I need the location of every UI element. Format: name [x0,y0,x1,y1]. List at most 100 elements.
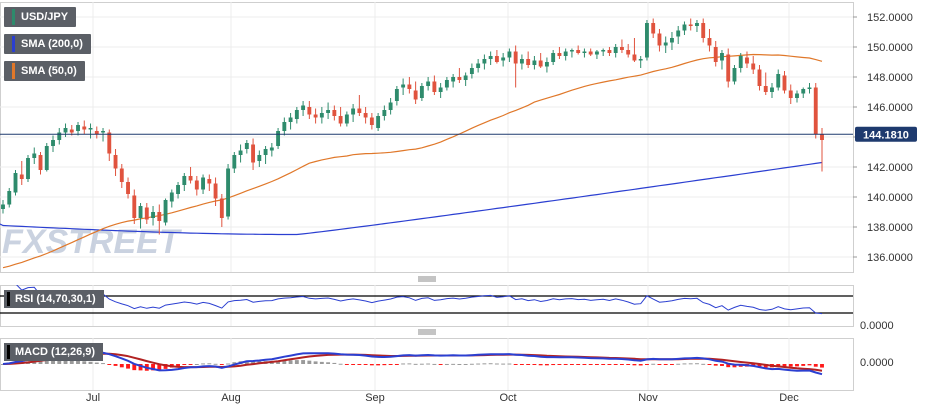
macd-bar [94,362,99,364]
macd-bar [301,360,306,364]
candle [313,108,318,124]
candle [707,29,712,52]
macd-bar [319,361,324,364]
candle [738,53,743,73]
candle [138,203,143,229]
macd-bar [432,363,437,365]
candle [144,203,149,224]
pane-splitter-1[interactable] [418,276,436,282]
candle [288,113,293,130]
candle [369,113,374,130]
macd-bar [207,363,212,365]
legend-rsi[interactable]: RSI (14,70,30,1) [4,290,104,308]
candle [419,83,424,101]
candle [726,48,731,88]
candle [544,57,549,73]
macd-bar [501,363,506,365]
candle [482,54,487,70]
macd-bar [226,363,231,365]
month-tick-label: Aug [221,392,241,404]
candle [38,152,43,175]
macd-bar [726,364,731,368]
macd-bar [369,364,374,366]
candle [507,48,512,62]
candle [219,194,224,227]
pane-splitter-2[interactable] [418,329,436,335]
candle [19,161,24,185]
candle [338,107,343,127]
candle [645,20,649,61]
candle [244,140,249,154]
macd-pane [0,338,854,391]
candle [488,51,493,65]
macd-bar [519,364,524,365]
macd-bar [551,364,556,366]
macd-bar [626,364,631,365]
macd-bar [351,364,356,365]
macd-bar [119,364,124,368]
candle [494,50,499,64]
candle [132,189,137,224]
candle [519,54,524,70]
macd-bar [251,360,256,364]
macd-line [2,351,823,376]
month-tick-label: Dec [779,392,799,404]
macd-bar [782,364,787,367]
macd-bar [176,364,180,367]
month-tick-label: Sep [365,392,385,404]
candle [476,59,481,73]
last-price-tag: 144.1810 [855,126,917,142]
macd-bar [38,361,43,364]
candle [376,113,381,131]
candle [119,164,124,188]
candle [182,173,187,191]
candle [788,84,793,104]
candle [88,123,93,139]
candle [588,48,593,56]
candle [713,41,718,67]
legend-sma-50[interactable]: SMA (50,0) [4,61,85,81]
macd-bar [538,364,543,366]
candle [613,44,618,58]
rsi-line [16,285,823,315]
macd-bar [44,360,49,364]
rsi-pane [0,285,854,327]
candle [632,38,637,62]
candle [351,104,356,122]
month-tick-label: Oct [499,392,516,404]
legend-macd[interactable]: MACD (12,26,9) [4,343,104,361]
macd-swatch [7,345,10,359]
macd-bar [557,364,562,365]
candle [557,47,562,59]
candlesticks [1,18,824,235]
sma-50-line [2,53,823,269]
candle [582,48,587,58]
candle [676,26,681,44]
legend-sma-200[interactable]: SMA (200,0) [4,34,91,54]
last-price-label: 144.1810 [863,129,909,141]
candle [176,182,180,199]
legend-usdjpy[interactable]: USD/JPY [4,7,77,27]
macd-bar [138,364,143,371]
macd-bar [219,364,224,365]
macd-bar [757,364,762,368]
sma-200-swatch [12,36,15,52]
legend-sma-200-label: SMA (200,0) [21,38,83,50]
candle [357,95,362,116]
macd-bar [601,364,606,365]
macd-bar [526,364,531,365]
rsi-axis-label: 0.0000 [860,320,894,332]
macd-bar [157,364,162,371]
macd-bar [401,363,406,365]
macd-bar [363,364,368,365]
macd-bar [76,360,80,364]
macd-bar [332,362,337,364]
macd-bar [494,363,499,365]
macd-bar [182,364,187,365]
candle [451,74,456,88]
macd-bar [732,364,737,368]
candle [76,122,80,136]
macd-axis-label: 0.0000 [860,357,894,369]
macd-bar [213,363,218,365]
